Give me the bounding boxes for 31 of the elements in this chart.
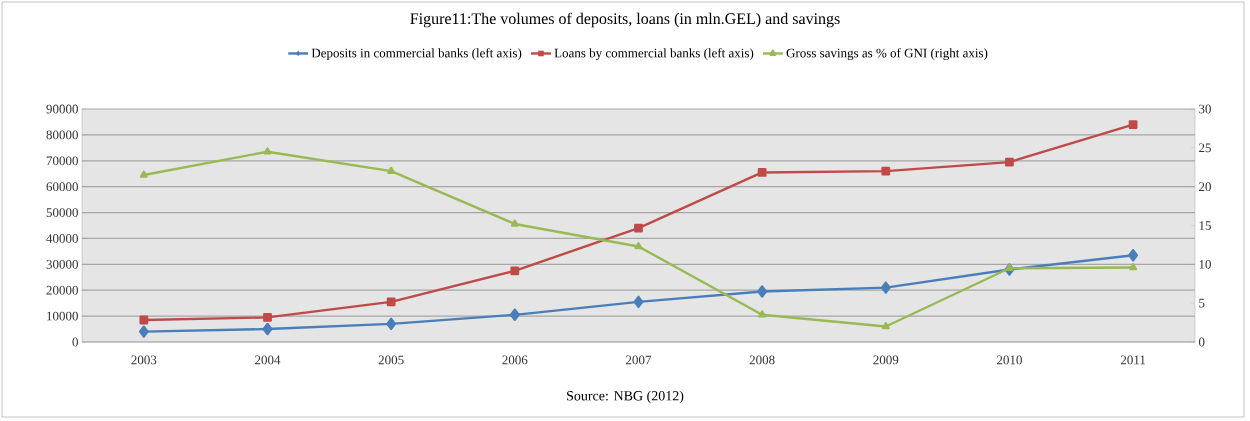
x-tick-label: 2009 (873, 355, 899, 365)
y-tick-label: 20000 (46, 285, 78, 295)
y2-tick-label: 15 (1199, 221, 1211, 230)
y2-tick-label: 30 (1199, 104, 1211, 114)
y-tick-label: 90000 (46, 104, 78, 114)
source-note: Source: NBG (2012) (567, 390, 684, 404)
x-tick-label: 2010 (997, 355, 1022, 365)
legend-label: Loans by commercial banks (left axis) (554, 48, 754, 61)
x-tick-label: 2006 (502, 355, 528, 365)
x-tick-label: 2011 (1120, 355, 1146, 365)
y-tick-label: 70000 (46, 156, 78, 166)
y2-tick-label: 20 (1199, 182, 1211, 192)
legend-label: Deposits in commercial banks (left axis) (311, 48, 522, 61)
x-tick-label: 2005 (378, 355, 404, 365)
x-tick-label: 2003 (131, 355, 157, 365)
y2-tick-label: 0 (1198, 337, 1205, 347)
x-tick-label: 2004 (255, 355, 281, 365)
y-tick-label: 30000 (46, 259, 78, 269)
y2-tick-label: 25 (1199, 143, 1211, 153)
legend-label: Gross savings as % of GNI (right axis) (786, 48, 988, 61)
y-tick-label: 10000 (47, 311, 78, 321)
y-tick-label: 40000 (46, 234, 78, 243)
y2-tick-label: 10 (1199, 259, 1211, 269)
y-tick-label: 60000 (46, 182, 78, 192)
y-tick-label: 80000 (46, 130, 78, 140)
chart-title: Figure11:The volumes of deposits, loans (in mln.GEL) and savings (410, 12, 840, 28)
x-tick-label: 2007 (626, 355, 652, 365)
y-tick-label: 50000 (46, 208, 78, 217)
x-tick-label: 2008 (749, 355, 775, 365)
y-tick-label: 0 (72, 337, 78, 347)
y2-tick-label: 5 (1199, 298, 1205, 308)
